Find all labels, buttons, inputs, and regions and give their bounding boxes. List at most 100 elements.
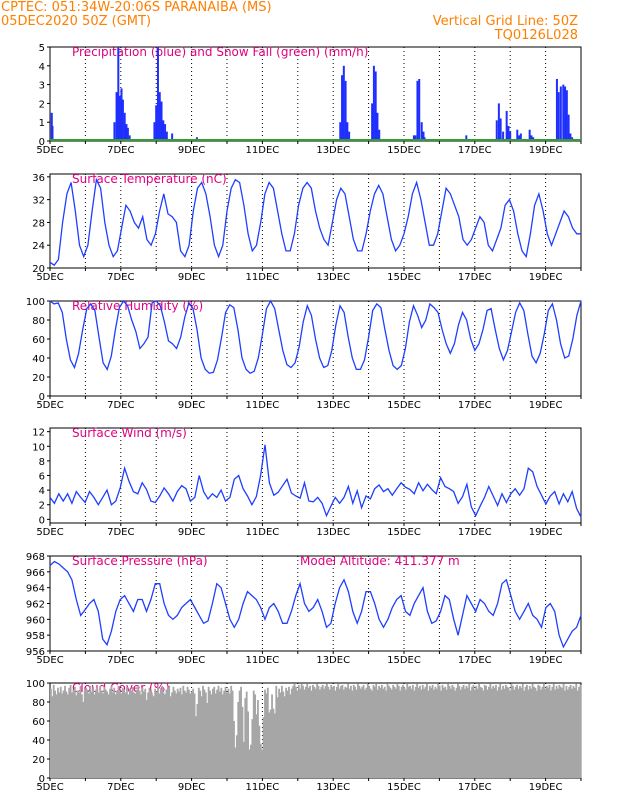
precip-bar [118, 95, 121, 141]
y-tick-label: 80 [32, 316, 45, 327]
cloud-bar [361, 686, 364, 778]
x-tick-label: 7DEC [107, 400, 134, 411]
cloud-bar [568, 686, 571, 778]
y-tick-label: 40 [32, 354, 45, 365]
cloud-bar [348, 688, 351, 778]
cloud-bar [358, 685, 361, 778]
cloud-bar [340, 685, 342, 778]
cloud-bar [104, 689, 107, 778]
cloud-bar [545, 685, 548, 778]
cloud-bar [459, 689, 462, 778]
cloud-bar [509, 690, 511, 778]
cloud-bar [482, 690, 485, 778]
cloud-bar [176, 688, 179, 778]
cloud-bar [120, 693, 123, 778]
cloud-bar [190, 691, 193, 778]
cloud-bar [382, 688, 385, 778]
y-tick-label: 20 [32, 373, 45, 384]
cloud-bar [204, 692, 207, 778]
cloud-bar [117, 685, 120, 778]
y-tick-label: 60 [32, 335, 45, 346]
cloud-bar [416, 683, 419, 778]
cloud-bar [297, 684, 300, 778]
y-tick-label: 40 [32, 736, 45, 747]
x-tick-label: 19DEC [529, 272, 563, 283]
cloud-bar [354, 686, 357, 778]
cloud-bar [362, 684, 365, 778]
cloud-bar [121, 687, 124, 778]
cloud-bar [389, 687, 392, 778]
cloud-bar [445, 689, 448, 778]
cloud-bar [411, 684, 414, 778]
cloud-bar [111, 692, 114, 778]
precip-bar [158, 92, 161, 141]
cloud-bar [441, 684, 444, 778]
cloud-bar [235, 735, 238, 778]
cloud-bar [559, 686, 562, 778]
cloud-bar [457, 683, 459, 778]
cloud-bar [526, 684, 528, 778]
cloud-bar [69, 684, 72, 778]
cloud-bar [144, 688, 147, 778]
cloud-bar [206, 702, 209, 778]
x-tick-label: 17DEC [458, 272, 492, 283]
cloud-bar [395, 688, 397, 778]
x-tick-label: 15DEC [387, 782, 421, 793]
cloud-bar [492, 685, 495, 778]
x-tick-label: 5DEC [36, 145, 63, 156]
cloud-bar [311, 684, 314, 778]
cloud-bar [516, 684, 519, 778]
y-tick-label: 100 [26, 679, 45, 690]
cloud-bar [444, 686, 447, 778]
cloud-bar [265, 693, 268, 778]
header-location: CPTEC: 051:34W-20:06S PARANAIBA (MS) [1, 0, 272, 15]
cloud-bar [86, 689, 89, 778]
cloud-bar [366, 683, 369, 778]
cloud-bar [571, 688, 573, 778]
x-tick-label: 5DEC [36, 272, 63, 283]
cloud-bar [158, 693, 161, 778]
cloud-bar [565, 685, 568, 778]
cloud-bar [350, 685, 352, 778]
chart-title: Precipitation (blue) and Snow Fall (gree… [72, 45, 368, 59]
cloud-bar [148, 687, 151, 778]
cloud-bar [523, 690, 526, 778]
cloud-bar [564, 690, 566, 778]
cloud-bar [182, 685, 185, 778]
x-tick-label: 5DEC [36, 655, 63, 666]
cloud-bar [62, 690, 65, 778]
cloud-bar [410, 688, 413, 778]
precip-bar [171, 133, 174, 141]
cloud-bar [210, 694, 213, 778]
cloud-bar [535, 690, 538, 778]
cloud-bar [306, 683, 309, 778]
series-line [49, 299, 582, 374]
cloud-bar [186, 686, 189, 778]
precip-bar [341, 75, 344, 141]
cloud-bar [199, 690, 202, 778]
cloud-bar [64, 685, 66, 778]
cloud-bar [530, 688, 533, 778]
precip-bar [555, 78, 558, 141]
cloud-bar [352, 684, 355, 778]
series-line [49, 177, 581, 267]
cloud-bar [310, 690, 313, 778]
cloud-bar [359, 688, 362, 778]
precip-bar [502, 131, 505, 141]
plot-frame [49, 173, 582, 269]
precip-bar [418, 78, 421, 141]
x-tick-label: 9DEC [178, 400, 205, 411]
cloud-bar [351, 690, 354, 778]
cloud-bar [475, 685, 478, 778]
precip-bar [495, 120, 498, 141]
cloud-bar [550, 690, 552, 778]
cloud-bar [396, 683, 399, 778]
precip-bar [420, 122, 423, 141]
cloud-bar [303, 689, 306, 778]
cloud-bar [280, 685, 283, 778]
y-tick-label: 20 [32, 755, 45, 766]
y-tick-label: 966 [26, 568, 45, 579]
cloud-bar [288, 686, 290, 778]
chart-title: Surface Pressure (hPa) [72, 554, 208, 568]
cloud-bar [90, 691, 93, 778]
